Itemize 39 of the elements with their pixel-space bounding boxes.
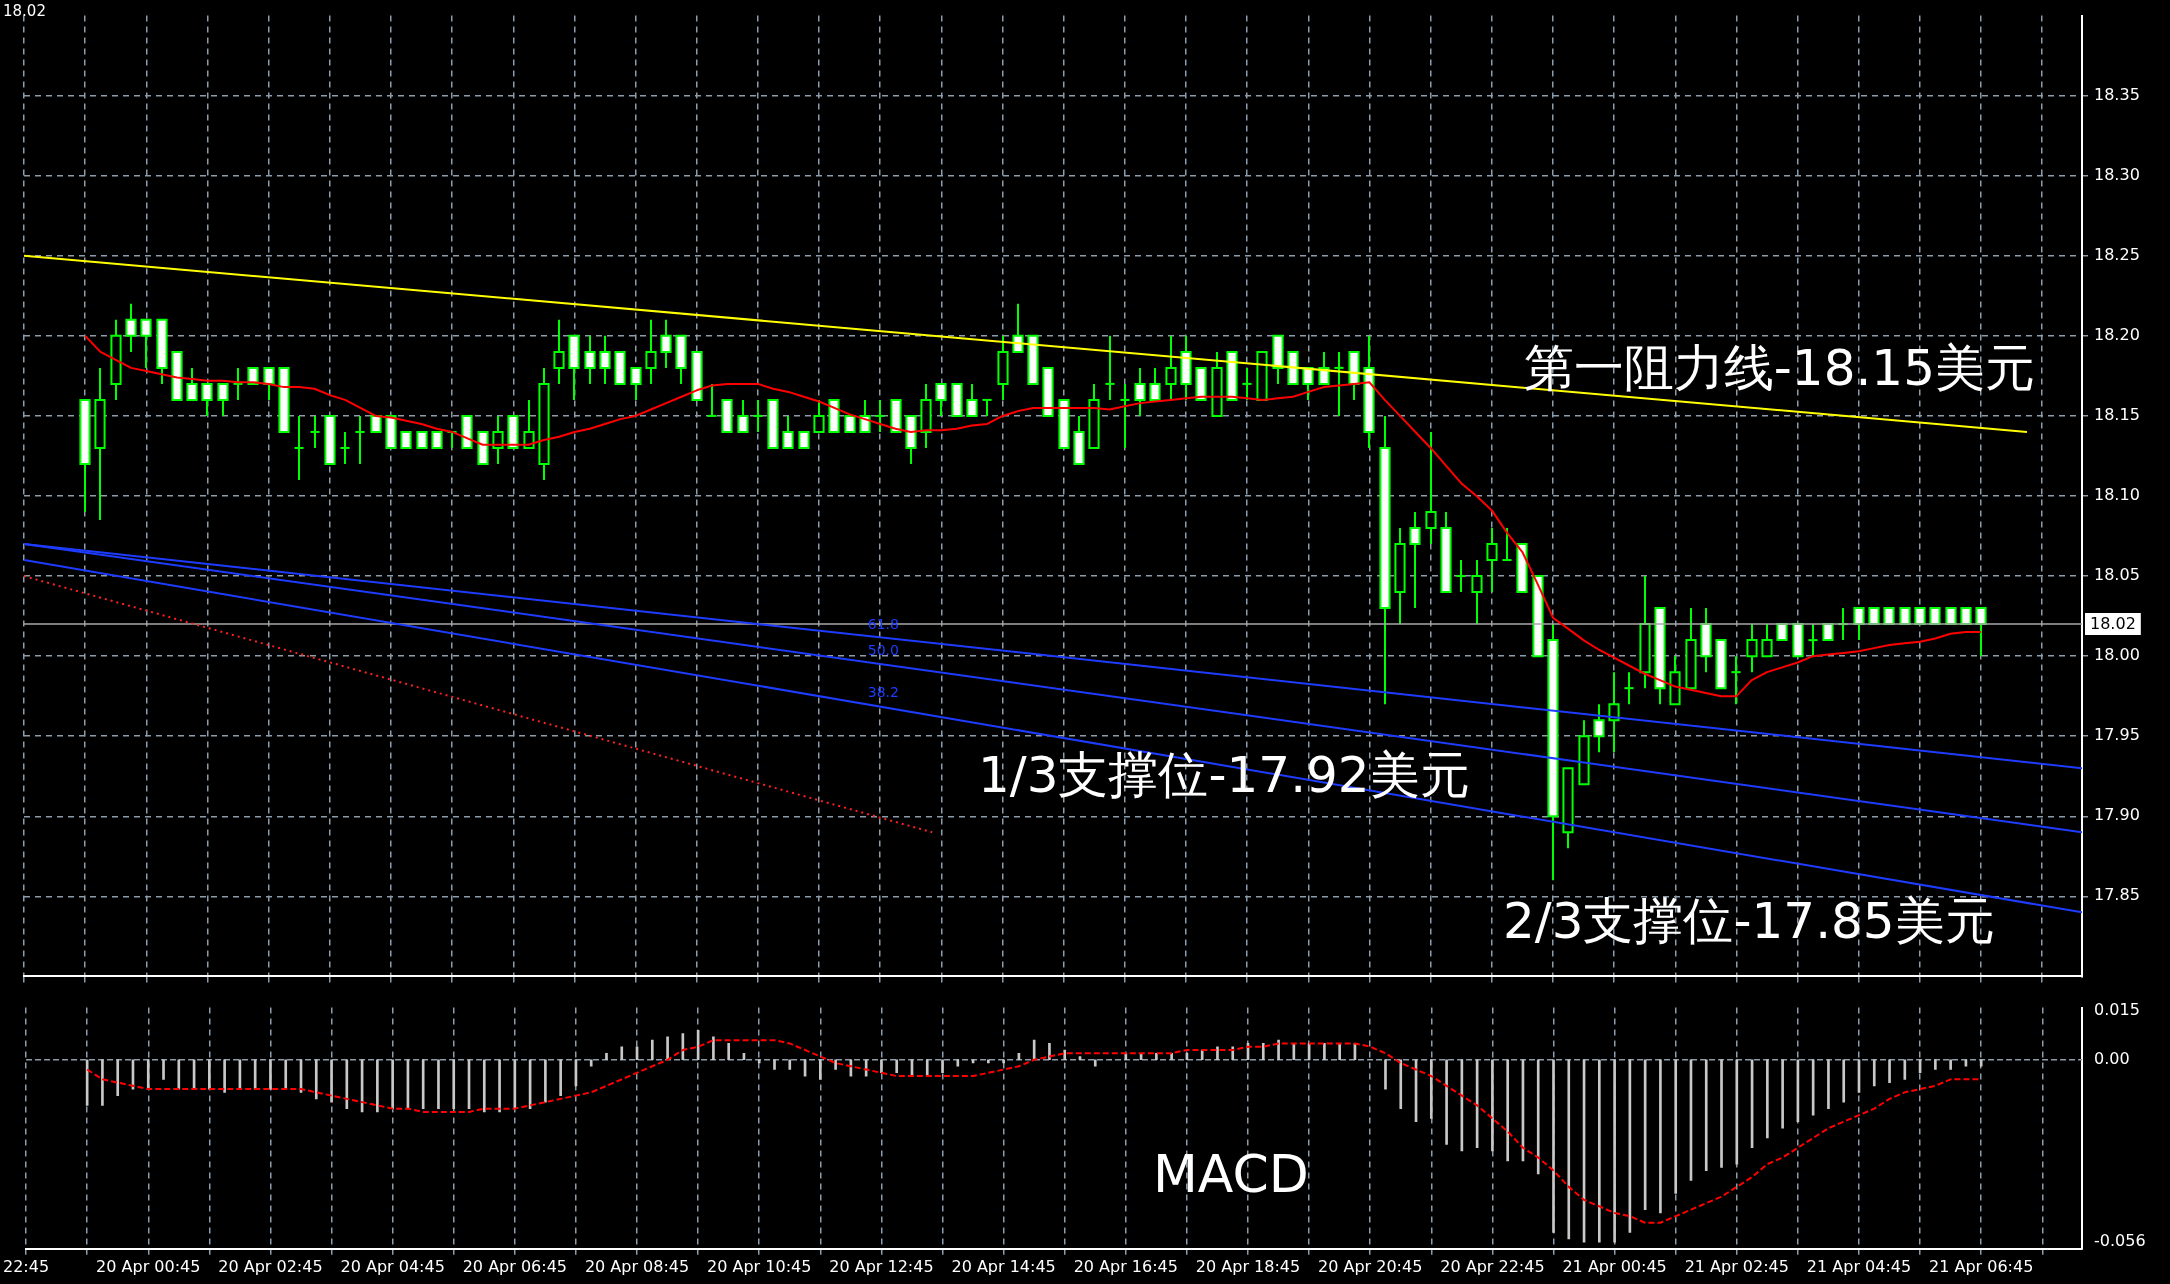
series-label: 61.8 — [867, 615, 899, 632]
y-tick-label: 18.05 — [2094, 565, 2140, 585]
x-tick-label: 20 Apr 12:45 — [829, 1256, 934, 1276]
series-label: 38.2 — [867, 684, 899, 701]
y-tick-label: 18.30 — [2094, 164, 2140, 184]
x-tick-label: 20 Apr 06:45 — [462, 1256, 567, 1276]
x-tick-label: 20 Apr 22:45 — [1440, 1256, 1545, 1276]
x-tick-label: 22:45 — [3, 1256, 50, 1276]
x-tick-label: 20 Apr 18:45 — [1195, 1256, 1301, 1276]
annotation: 第一阻力线-18.15美元 — [1523, 339, 2035, 397]
y-tick-label: 18.10 — [2094, 485, 2140, 505]
annotation: 18.02 — [3, 2, 46, 20]
y-tick-label: 18.25 — [2094, 244, 2140, 264]
x-tick-label: 20 Apr 08:45 — [584, 1256, 690, 1276]
y-tick-label: 17.90 — [2094, 805, 2140, 825]
y-tick-label: -0.056 — [2094, 1231, 2146, 1251]
y-tick-label: 0.015 — [2094, 1000, 2140, 1020]
annotation: MACD — [1153, 1144, 1309, 1204]
y-tick-label: 18.20 — [2094, 325, 2140, 345]
x-tick-label: 21 Apr 00:45 — [1562, 1256, 1667, 1276]
x-tick-label: 20 Apr 20:45 — [1318, 1256, 1423, 1276]
y-tick-label: 18.35 — [2094, 84, 2140, 104]
y-tick-label: 17.95 — [2094, 725, 2140, 745]
x-tick-label: 20 Apr 02:45 — [218, 1256, 323, 1276]
x-tick-label: 20 Apr 16:45 — [1073, 1256, 1178, 1276]
x-tick-label: 20 Apr 14:45 — [951, 1256, 1056, 1276]
x-tick-label: 20 Apr 10:45 — [707, 1256, 812, 1276]
annotation: 2/3支撑位-17.85美元 — [1503, 892, 1995, 950]
y-tick-label: 17.85 — [2094, 885, 2140, 905]
series-label: 50.0 — [867, 641, 899, 658]
x-tick-label: 21 Apr 04:45 — [1806, 1256, 1912, 1276]
y-tick-label: 18.15 — [2094, 405, 2140, 425]
ref-line-label: 18.02 — [2090, 614, 2136, 634]
x-tick-label: 21 Apr 02:45 — [1684, 1256, 1789, 1276]
x-tick-label: 20 Apr 00:45 — [96, 1256, 201, 1276]
y-tick-label: 18.00 — [2094, 645, 2140, 665]
x-tick-label: 20 Apr 04:45 — [340, 1256, 445, 1276]
y-tick-label: 0.00 — [2094, 1048, 2130, 1068]
x-tick-label: 21 Apr 06:45 — [1929, 1256, 2034, 1276]
